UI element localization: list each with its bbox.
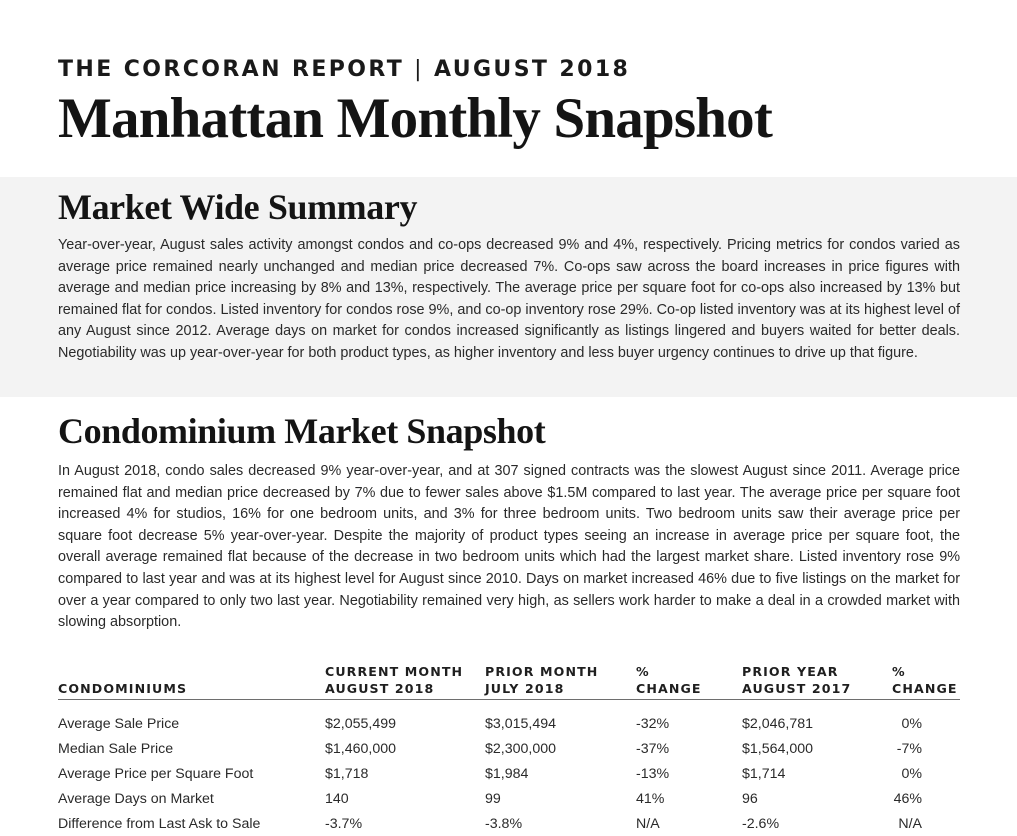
current-month-value: 140 xyxy=(325,791,349,807)
table-row: Average Days on Market 140 99 41% 96 46% xyxy=(58,789,960,814)
condo-snapshot-text: In August 2018, condo sales decreased 9%… xyxy=(58,463,960,631)
current-month-value: $1,718 xyxy=(325,766,369,782)
row-label: Median Sale Price xyxy=(58,741,174,757)
prior-year-value: 96 xyxy=(742,791,758,807)
year-change-value: 0% xyxy=(901,766,922,782)
prior-month-value: $3,015,494 xyxy=(485,716,557,732)
header-prior-year: PRIOR YEAR AUGUST 2017 xyxy=(742,664,852,696)
market-summary-heading: Market Wide Summary xyxy=(58,187,418,227)
prior-year-value: $2,046,781 xyxy=(742,716,814,732)
condo-snapshot-heading: Condominium Market Snapshot xyxy=(58,411,546,451)
header-current-month: CURRENT MONTH AUGUST 2018 xyxy=(325,664,464,696)
table-row: Average Sale Price $2,055,499 $3,015,494… xyxy=(58,714,960,739)
prior-month-value: -3.8% xyxy=(485,816,523,832)
year-change-value: 46% xyxy=(893,791,922,807)
kicker-separator: | xyxy=(414,57,424,82)
header-condominiums: CONDOMINIUMS xyxy=(58,680,188,696)
report-kicker: THE CORCORAN REPORT | AUGUST 2018 xyxy=(58,57,630,82)
current-month-value: $2,055,499 xyxy=(325,716,397,732)
prior-month-value: 99 xyxy=(485,791,501,807)
header-change-year: % CHANGE xyxy=(892,664,958,696)
prior-month-value: $2,300,000 xyxy=(485,741,557,757)
month-change-value: -32% xyxy=(636,716,670,732)
current-month-value: $1,460,000 xyxy=(325,741,397,757)
prior-month-value: $1,984 xyxy=(485,766,529,782)
table-header: CONDOMINIUMS CURRENT MONTH AUGUST 2018 P… xyxy=(58,658,960,700)
page-title: Manhattan Monthly Snapshot xyxy=(58,87,773,150)
table-row: Median Sale Price $1,460,000 $2,300,000 … xyxy=(58,739,960,764)
prior-year-value: $1,564,000 xyxy=(742,741,814,757)
month-change-value: -13% xyxy=(636,766,670,782)
row-label: Average Sale Price xyxy=(58,716,180,732)
year-change-value: -7% xyxy=(896,741,922,757)
prior-year-value: -2.6% xyxy=(742,816,780,832)
month-change-value: 41% xyxy=(636,791,665,807)
month-change-value: N/A xyxy=(636,816,660,832)
summary-band xyxy=(0,177,1017,397)
year-change-value: N/A xyxy=(898,816,922,832)
report-name: THE CORCORAN REPORT xyxy=(58,57,405,82)
table-body: Average Sale Price $2,055,499 $3,015,494… xyxy=(58,700,960,836)
table-row: Average Price per Square Foot $1,718 $1,… xyxy=(58,764,960,789)
table-row: Difference from Last Ask to Sale -3.7% -… xyxy=(58,814,960,836)
current-month-value: -3.7% xyxy=(325,816,363,832)
header-change-month: % CHANGE xyxy=(636,664,702,696)
row-label: Average Days on Market xyxy=(58,791,214,807)
condo-stats-table: CONDOMINIUMS CURRENT MONTH AUGUST 2018 P… xyxy=(58,658,960,836)
month-change-value: -37% xyxy=(636,741,670,757)
row-label: Average Price per Square Foot xyxy=(58,766,254,782)
report-period: AUGUST 2018 xyxy=(433,57,631,82)
prior-year-value: $1,714 xyxy=(742,766,786,782)
row-label: Difference from Last Ask to Sale xyxy=(58,816,261,832)
market-summary-text: Year-over-year, August sales activity am… xyxy=(58,237,960,361)
header-prior-month: PRIOR MONTH JULY 2018 xyxy=(485,664,599,696)
year-change-value: 0% xyxy=(901,716,922,732)
